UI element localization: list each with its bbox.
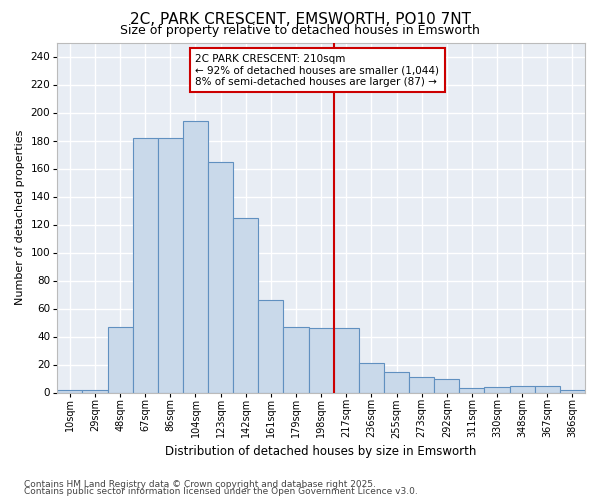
Bar	[460, 388, 484, 392]
Bar	[158, 138, 183, 392]
Bar	[308, 328, 334, 392]
Bar	[133, 138, 158, 392]
Bar	[384, 372, 409, 392]
Bar	[57, 390, 82, 392]
Bar	[107, 326, 133, 392]
Bar	[434, 378, 460, 392]
Bar	[535, 386, 560, 392]
Text: Size of property relative to detached houses in Emsworth: Size of property relative to detached ho…	[120, 24, 480, 37]
Bar	[208, 162, 233, 392]
Text: Contains HM Land Registry data © Crown copyright and database right 2025.: Contains HM Land Registry data © Crown c…	[24, 480, 376, 489]
Bar	[560, 390, 585, 392]
Bar	[183, 121, 208, 392]
Bar	[484, 387, 509, 392]
Y-axis label: Number of detached properties: Number of detached properties	[15, 130, 25, 305]
Bar	[509, 386, 535, 392]
Bar	[359, 363, 384, 392]
X-axis label: Distribution of detached houses by size in Emsworth: Distribution of detached houses by size …	[166, 444, 477, 458]
Bar	[409, 377, 434, 392]
Text: 2C, PARK CRESCENT, EMSWORTH, PO10 7NT: 2C, PARK CRESCENT, EMSWORTH, PO10 7NT	[130, 12, 470, 28]
Text: Contains public sector information licensed under the Open Government Licence v3: Contains public sector information licen…	[24, 488, 418, 496]
Bar	[258, 300, 283, 392]
Bar	[334, 328, 359, 392]
Bar	[82, 390, 107, 392]
Bar	[233, 218, 258, 392]
Text: 2C PARK CRESCENT: 210sqm
← 92% of detached houses are smaller (1,044)
8% of semi: 2C PARK CRESCENT: 210sqm ← 92% of detach…	[196, 54, 439, 87]
Bar	[283, 326, 308, 392]
